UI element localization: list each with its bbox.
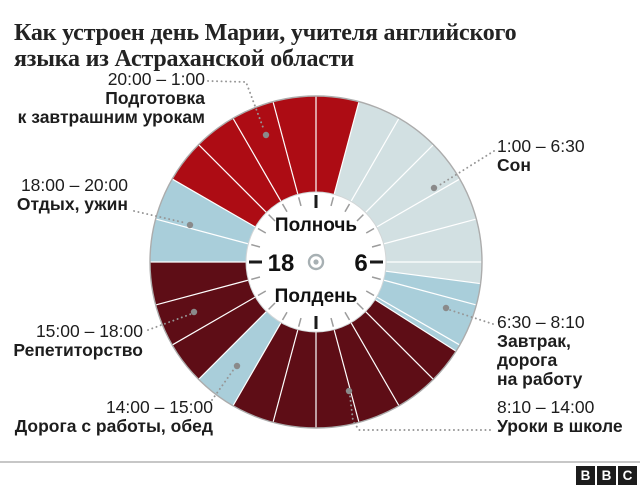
callout-breakfast: 6:30 – 8:10 Завтрак, дорога на работу [497, 313, 585, 389]
bbc-logo: B B C [576, 466, 637, 485]
leader-dot-breakfast [442, 304, 450, 312]
activity-label: Сон [497, 155, 531, 175]
center-label-noon: Полдень [275, 286, 358, 307]
leader-line-sleep [437, 150, 495, 187]
leader-dot-sleep [430, 184, 438, 192]
clock-tick [365, 227, 375, 234]
time-label: 14:00 – 15:00 [105, 397, 213, 417]
leader-line-tutoring [147, 313, 192, 331]
clock-tick [257, 290, 267, 297]
clock-tick [365, 290, 375, 297]
clock-tick [344, 203, 351, 213]
leader-line-breakfast [449, 309, 494, 325]
bbc-logo-block: C [618, 466, 637, 485]
footer-divider [0, 461, 640, 463]
segment-breakfast [375, 271, 481, 352]
callout-school: 8:10 – 14:00 Уроки в школе [497, 398, 623, 436]
bbc-logo-block: B [597, 466, 616, 485]
segment-tutoring [150, 262, 267, 380]
segment-lunch [198, 311, 281, 406]
segment-rest [150, 179, 256, 262]
clock-tick [268, 214, 276, 222]
clock-tick [268, 302, 276, 310]
time-label: 8:10 – 14:00 [497, 397, 595, 417]
leader-dot-tutoring [190, 308, 198, 316]
time-label: 15:00 – 18:00 [35, 321, 143, 341]
leader-line-lunch [211, 368, 235, 401]
activity-label: Подготовка к завтрашним урокам [17, 88, 205, 127]
leader-dot-school [345, 387, 353, 395]
clock-tick [257, 227, 267, 234]
clock-tick [330, 317, 335, 327]
leader-dot-prep [262, 131, 270, 139]
activity-label: Завтрак, дорога на работу [497, 331, 583, 389]
page-title: Как устроен день Марии, учителя английск… [14, 20, 517, 73]
callout-tutoring: 15:00 – 18:00 Репетиторство [13, 322, 143, 360]
callout-lunch: 14:00 – 15:00 Дорога с работы, обед [15, 398, 213, 436]
clock-tick [281, 311, 288, 321]
leader-dot-lunch [233, 362, 241, 370]
clock-tick [344, 311, 351, 321]
leader-line-prep [207, 80, 265, 131]
leader-line-rest [133, 210, 187, 224]
clock-tick [297, 317, 302, 327]
clock-tick [281, 203, 288, 213]
segment-prep [172, 96, 359, 227]
activity-label: Уроки в школе [497, 416, 623, 436]
time-label: 20:00 – 1:00 [107, 69, 205, 89]
clock-tick [330, 197, 335, 207]
center-label-18: 18 [268, 250, 295, 277]
time-label: 1:00 – 6:30 [497, 136, 585, 156]
leader-dot-rest [186, 221, 194, 229]
bbc-logo-block: B [576, 466, 595, 485]
clock-tick [371, 276, 381, 281]
callout-rest: 18:00 – 20:00 Отдых, ужин [17, 176, 128, 214]
clock-tick [297, 197, 302, 207]
center-label-6: 6 [354, 250, 367, 277]
time-label: 18:00 – 20:00 [20, 175, 128, 195]
clock-tick [356, 302, 364, 310]
callout-prep: 20:00 – 1:00 Подготовка к завтрашним урок… [18, 70, 205, 127]
activity-label: Дорога с работы, обед [14, 416, 213, 436]
activity-label: Репетиторство [13, 340, 143, 360]
segment-sleep [334, 101, 482, 284]
clock-tick [371, 243, 381, 248]
center-bullseye-icon [307, 253, 325, 271]
callout-sleep: 1:00 – 6:30 Сон [497, 137, 585, 175]
segment-school [233, 299, 457, 428]
clock-tick [251, 276, 261, 281]
clock-tick [356, 214, 364, 222]
clock-tick [251, 243, 261, 248]
activity-label: Отдых, ужин [16, 194, 128, 214]
center-label-midnight: Полночь [275, 215, 357, 236]
time-label: 6:30 – 8:10 [497, 312, 585, 332]
